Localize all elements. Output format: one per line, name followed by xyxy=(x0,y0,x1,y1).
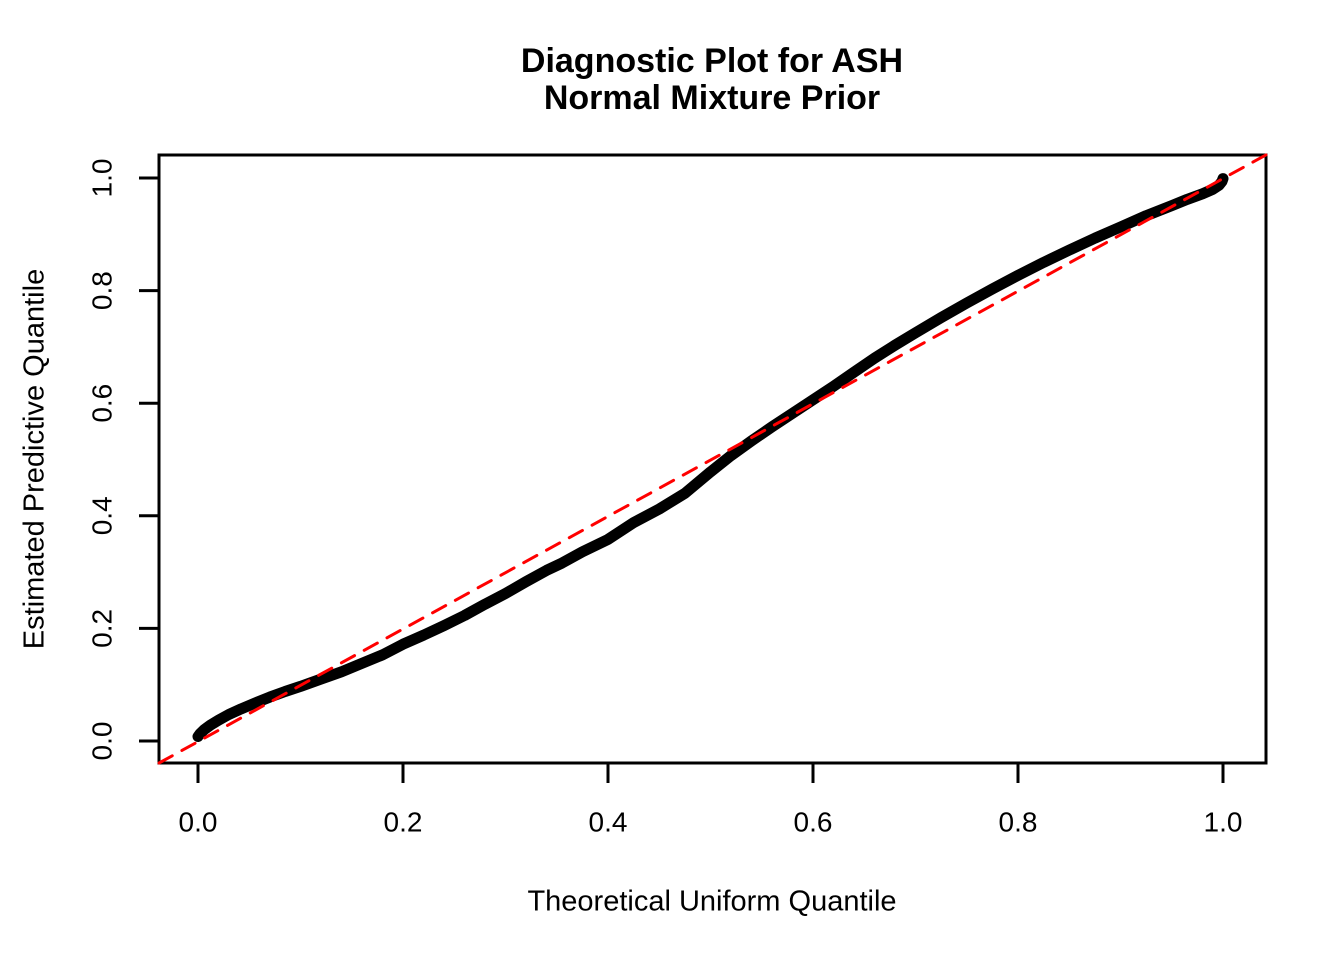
x-tick-label: 0.8 xyxy=(999,806,1038,837)
x-axis-title: Theoretical Uniform Quantile xyxy=(527,886,896,918)
x-tick-label: 0.2 xyxy=(384,806,423,837)
axes-layer: 0.0 0.2 0.4 0.6 0.8 1.0 0.0 0.2 0.4 0.6 0.8 1.0 xyxy=(86,153,1268,837)
plot-title-line2: Normal Mixture Prior xyxy=(544,79,880,117)
y-tick-label: 0.6 xyxy=(86,384,117,423)
x-tick-label: 0.4 xyxy=(589,806,628,837)
x-tick-label: 0.6 xyxy=(794,806,833,837)
y-tick-label: 0.8 xyxy=(86,271,117,310)
y-tick-label: 0.4 xyxy=(86,496,117,535)
quantile-curve xyxy=(192,173,1229,742)
y-tick-label: 0.2 xyxy=(86,609,117,648)
y-tick-label: 1.0 xyxy=(86,159,117,198)
plot-title-line1: Diagnostic Plot for ASH xyxy=(521,42,903,80)
series-layer xyxy=(157,153,1268,765)
reference-diagonal-line xyxy=(157,153,1268,765)
x-tick-label: 0.0 xyxy=(179,806,218,837)
plot-box xyxy=(157,153,1268,765)
y-axis-title: Estimated Predictive Quantile xyxy=(19,269,51,649)
x-tick-label: 1.0 xyxy=(1204,806,1243,837)
y-tick-label: 0.0 xyxy=(86,722,117,761)
